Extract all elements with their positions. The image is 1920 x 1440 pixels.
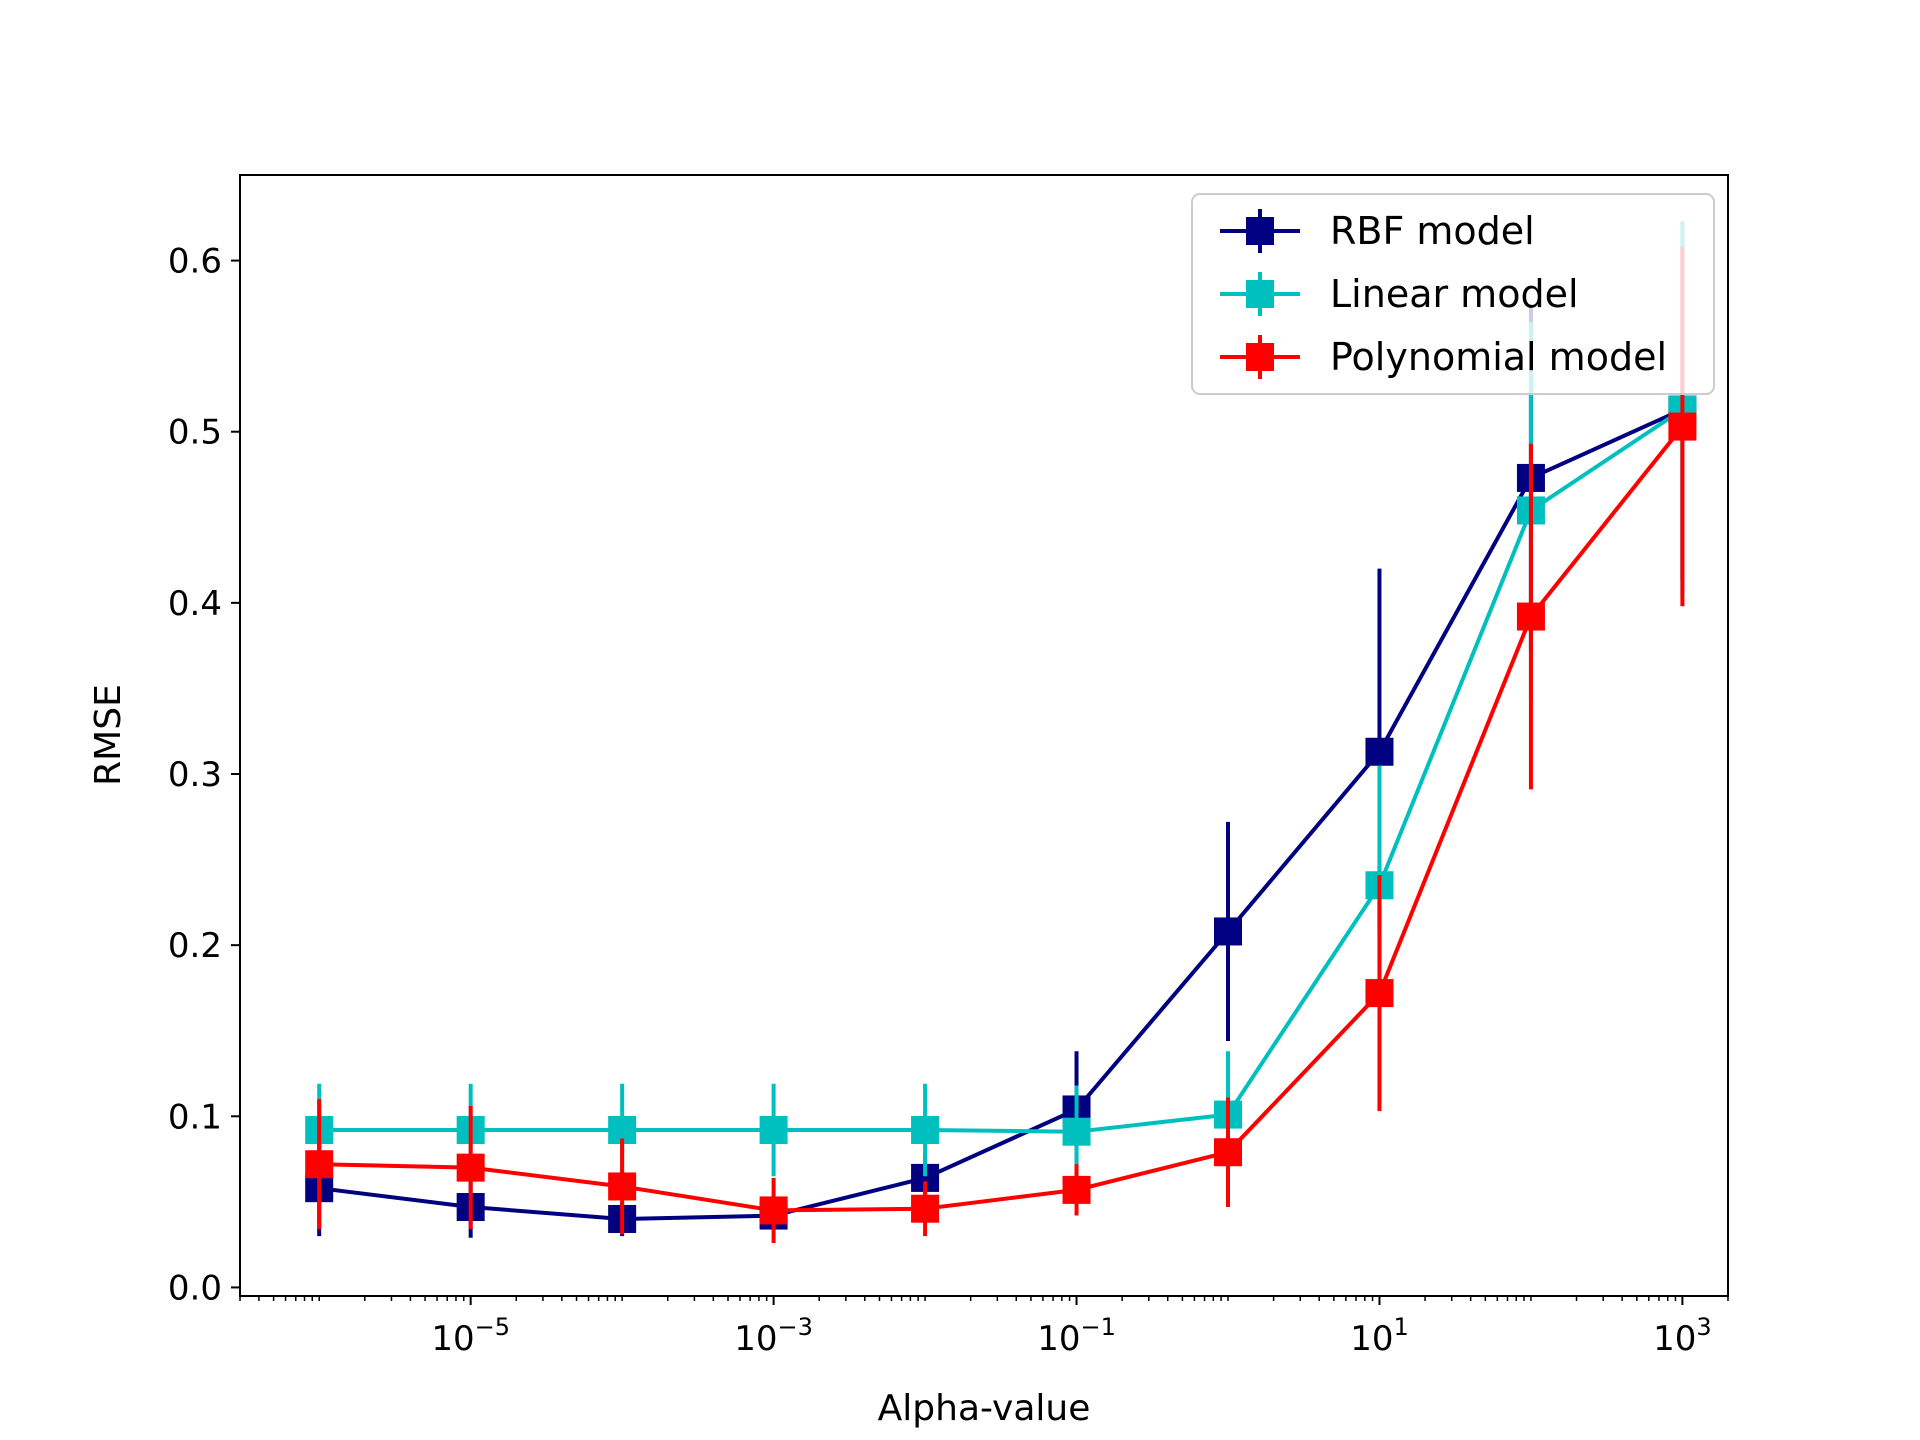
data-point <box>1365 737 1394 766</box>
y-tick-label: 0.0 <box>168 1268 222 1308</box>
x-tick-label: 103 <box>1653 1313 1712 1359</box>
legend-label-linear: Linear model <box>1330 272 1579 316</box>
x-tick-label: 101 <box>1350 1313 1409 1359</box>
y-axis: 0.0 0.1 0.2 0.3 0.4 0.5 0.6 <box>168 242 240 1308</box>
x-axis: 10−5 10−3 10−1 101 103 <box>431 1296 1712 1359</box>
data-point <box>1062 1117 1091 1146</box>
data-point <box>456 1153 485 1182</box>
series-line <box>319 425 1684 1213</box>
data-point <box>1516 602 1545 631</box>
y-tick-label: 0.2 <box>168 926 222 966</box>
y-axis-label: RMSE <box>88 684 129 786</box>
x-axis-minor-ticks <box>239 1296 1729 1301</box>
legend-marker <box>1246 217 1274 245</box>
x-tick-label: 10−3 <box>734 1313 813 1359</box>
x-tick-label: 10−5 <box>431 1313 510 1359</box>
legend-label-polynomial: Polynomial model <box>1330 335 1667 379</box>
data-point <box>1214 1138 1243 1167</box>
y-tick-label: 0.1 <box>168 1097 222 1137</box>
series-line <box>319 407 1684 1134</box>
y-tick-label: 0.5 <box>168 413 222 453</box>
legend-frame <box>1191 193 1715 395</box>
y-tick-label: 0.3 <box>168 755 222 795</box>
legend-marker <box>1246 343 1274 371</box>
data-point <box>305 1150 334 1179</box>
series-line <box>318 407 1684 1221</box>
legend-label-rbf: RBF model <box>1330 209 1535 253</box>
legend: RBF model Linear model Polynomial model <box>1191 193 1715 395</box>
y-tick-label: 0.6 <box>168 242 222 282</box>
axes-frame <box>239 174 1729 1297</box>
data-point <box>1365 979 1394 1008</box>
data-point <box>911 1115 940 1144</box>
data-point <box>911 1194 940 1223</box>
x-axis-label: Alpha-value <box>878 1388 1091 1429</box>
x-tick-label: 10−1 <box>1037 1313 1116 1359</box>
legend-marker <box>1246 280 1274 308</box>
data-layer <box>305 221 1697 1243</box>
legend-handles <box>1220 209 1300 379</box>
data-point <box>1062 1175 1091 1204</box>
data-point <box>759 1196 788 1225</box>
y-tick-label: 0.4 <box>168 584 222 624</box>
data-point <box>1214 917 1243 946</box>
data-point <box>759 1115 788 1144</box>
series-2 <box>305 246 1697 1243</box>
data-point <box>608 1172 637 1201</box>
data-point <box>1668 412 1697 441</box>
